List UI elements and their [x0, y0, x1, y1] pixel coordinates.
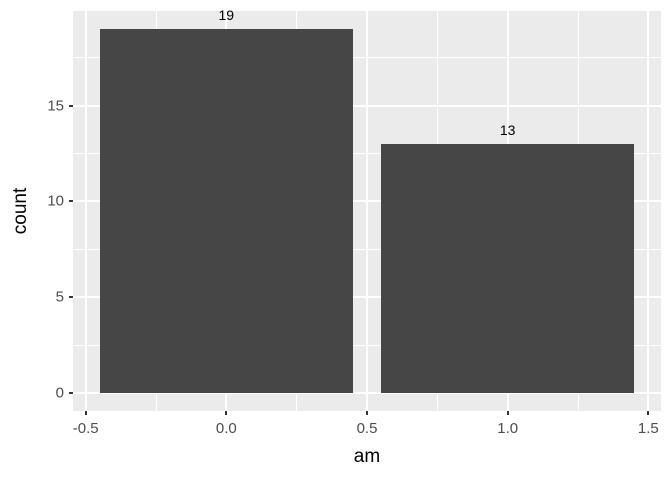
plot-panel: [73, 11, 661, 411]
bar-0: [99, 29, 353, 393]
y-tick-mark: [69, 296, 73, 299]
bar-1: [381, 144, 635, 393]
y-tick-mark: [69, 200, 73, 203]
x-tick-label: -0.5: [72, 420, 99, 437]
x-tick-label: 1.0: [497, 420, 519, 437]
major-gridline-vertical: [366, 11, 368, 411]
y-tick-label: 10: [47, 192, 64, 210]
y-tick-label: 0: [55, 384, 64, 402]
major-gridline-horizontal: [73, 200, 661, 203]
x-tick-mark: [647, 411, 650, 415]
x-tick-mark: [366, 411, 368, 415]
x-axis-title: am: [353, 446, 381, 467]
x-tick-label: 0.0: [215, 420, 237, 437]
major-gridline-vertical: [84, 11, 87, 411]
major-gridline-vertical: [647, 11, 650, 411]
major-gridline-horizontal: [73, 104, 661, 107]
x-tick-mark: [84, 411, 87, 415]
x-tick-mark: [225, 411, 228, 415]
y-tick-label: 5: [55, 288, 64, 306]
bar-value-label: 19: [218, 7, 235, 24]
y-tick-mark: [69, 104, 73, 107]
y-tick-mark: [69, 391, 73, 394]
bar-value-label: 13: [499, 122, 516, 138]
major-gridline-horizontal: [73, 296, 661, 299]
x-tick-label: 0.5: [356, 420, 378, 437]
x-tick-label: 1.5: [637, 420, 659, 437]
y-tick-label: 15: [47, 97, 64, 115]
major-gridline-horizontal: [73, 391, 661, 394]
x-tick-mark: [506, 411, 509, 415]
